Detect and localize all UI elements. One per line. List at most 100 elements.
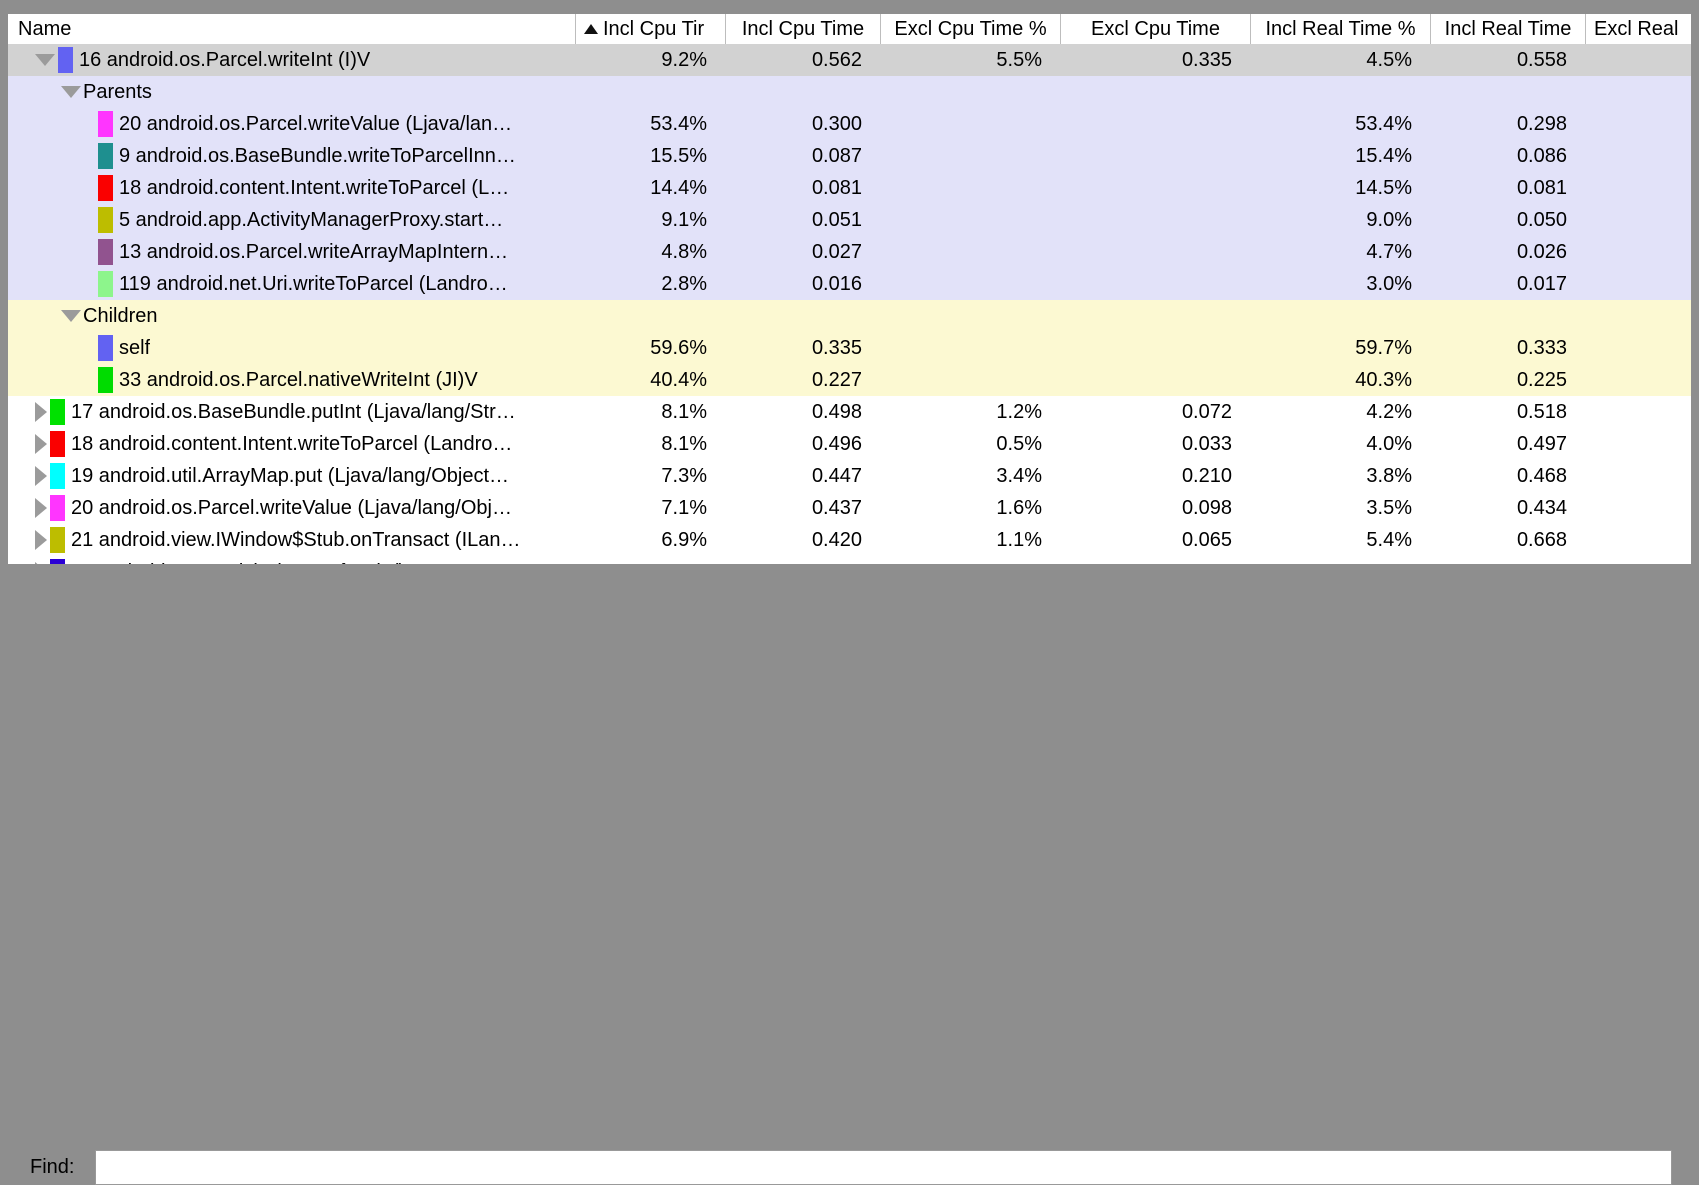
cell-incl-cpu-time: 0.447 xyxy=(811,464,862,487)
chevron-down-icon[interactable] xyxy=(61,86,81,98)
section-label: Parents xyxy=(83,80,152,103)
chevron-down-icon[interactable] xyxy=(35,54,55,66)
method-color-swatch xyxy=(98,367,113,393)
cell-incl-real-pct: 53.4% xyxy=(1355,112,1412,135)
table-row-child-self[interactable]: self 59.6% 0.335 59.7% 0.333 xyxy=(8,332,1691,364)
find-input[interactable] xyxy=(95,1150,1672,1185)
method-color-swatch xyxy=(98,335,113,361)
column-header-label: Excl Cpu Time % xyxy=(894,17,1047,40)
method-color-swatch xyxy=(50,431,65,457)
cell-incl-cpu-time: 0.335 xyxy=(811,336,862,359)
method-color-swatch xyxy=(50,559,65,564)
column-header-incl-cpu-time[interactable]: Incl Cpu Time xyxy=(725,14,880,44)
cell-excl-cpu-time: 0.335 xyxy=(1181,48,1232,71)
section-row-children[interactable]: Children xyxy=(8,300,1691,332)
chevron-right-icon[interactable] xyxy=(35,530,47,550)
cell-incl-real-pct: 5.0% xyxy=(1250,561,1430,565)
method-name: 33 android.os.Parcel.nativeWriteInt (JI)… xyxy=(119,368,478,391)
column-header-name[interactable]: Name xyxy=(8,14,575,44)
chevron-right-icon[interactable] xyxy=(35,562,47,564)
method-name: 119 android.net.Uri.writeToParcel (Landr… xyxy=(119,272,508,295)
find-bar: Find: xyxy=(0,564,1699,1185)
cell-incl-cpu-time: 0.227 xyxy=(811,368,862,391)
cell-incl-cpu-time: 0.051 xyxy=(811,208,862,231)
column-header-incl-real-time-pct[interactable]: Incl Real Time % xyxy=(1250,14,1430,44)
table-row-parent-method[interactable]: 20 android.os.Parcel.writeValue (Ljava/l… xyxy=(8,108,1691,140)
cell-incl-cpu-pct: 59.6% xyxy=(650,336,707,359)
cell-incl-cpu-time: 0.562 xyxy=(811,48,862,71)
table-row-parent-method[interactable]: 9 android.os.BaseBundle.writeToParcelInn… xyxy=(8,140,1691,172)
chevron-right-icon[interactable] xyxy=(35,434,47,454)
cell-incl-real-pct: 4.0% xyxy=(1366,432,1412,455)
table-row-parent-method[interactable]: 119 android.net.Uri.writeToParcel (Landr… xyxy=(8,268,1691,300)
cell-incl-real-time: 0.081 xyxy=(1516,176,1567,199)
method-name: 18 android.content.Intent.writeToParcel … xyxy=(119,176,510,199)
cell-incl-real-time: 0.225 xyxy=(1516,368,1567,391)
table-row-method-19[interactable]: 19 android.util.ArrayMap.put (Ljava/lang… xyxy=(8,460,1691,492)
section-row-parents[interactable]: Parents xyxy=(8,76,1691,108)
cell-incl-real-time: 0.518 xyxy=(1516,400,1567,423)
cell-excl-cpu-time: 0.033 xyxy=(1181,432,1232,455)
cell-incl-real-time: 0.558 xyxy=(1516,48,1567,71)
sort-ascending-triangle-icon xyxy=(584,24,598,34)
column-header-excl-cpu-time[interactable]: Excl Cpu Time xyxy=(1060,14,1250,44)
column-header-incl-real-time[interactable]: Incl Real Time xyxy=(1430,14,1585,44)
chevron-right-icon[interactable] xyxy=(35,498,47,518)
cell-excl-cpu-time: 0.012 xyxy=(1060,561,1250,565)
cell-incl-real-pct: 3.0% xyxy=(1366,272,1412,295)
cell-incl-cpu-pct: 7.1% xyxy=(661,496,707,519)
table-row-method-20[interactable]: 20 android.os.Parcel.writeValue (Ljava/l… xyxy=(8,492,1691,524)
method-color-swatch xyxy=(98,111,113,137)
cell-incl-real-pct: 3.8% xyxy=(1366,464,1412,487)
column-header-excl-cpu-time-pct[interactable]: Excl Cpu Time % xyxy=(880,14,1060,44)
cell-excl-cpu-pct: 0.2% xyxy=(880,561,1060,565)
cell-incl-cpu-pct: 15.5% xyxy=(650,144,707,167)
column-header-label: Excl Real xyxy=(1594,17,1679,40)
method-name: 22 android.app.Activity.isTopOfTask ()Z xyxy=(71,561,417,565)
cell-incl-real-time: 0.333 xyxy=(1516,336,1567,359)
cell-incl-cpu-time: 0.300 xyxy=(811,112,862,135)
profile-table: Name Incl Cpu Tir Incl Cpu Time Excl Cpu… xyxy=(8,14,1691,564)
traceview-profile-panel: { "theme": { "frame": "#8e8e8e", "header… xyxy=(0,14,1699,1185)
table-row-method-17[interactable]: 17 android.os.BaseBundle.putInt (Ljava/l… xyxy=(8,396,1691,428)
table-row-method-22[interactable]: 22 android.app.Activity.isTopOfTask ()Z … xyxy=(8,556,1691,564)
table-row-parent-method[interactable]: 18 android.content.Intent.writeToParcel … xyxy=(8,172,1691,204)
table-row-child-method[interactable]: 33 android.os.Parcel.nativeWriteInt (JI)… xyxy=(8,364,1691,396)
method-name: 17 android.os.BaseBundle.putInt (Ljava/l… xyxy=(71,400,516,423)
method-color-swatch xyxy=(98,207,113,233)
cell-incl-cpu-time: 0.420 xyxy=(811,528,862,551)
cell-excl-cpu-time: 0.065 xyxy=(1181,528,1232,551)
cell-incl-cpu-pct: 4.8% xyxy=(661,240,707,263)
cell-excl-cpu-pct: 1.2% xyxy=(996,400,1042,423)
column-header-label: Incl Real Time xyxy=(1444,17,1572,40)
column-header-label: Incl Cpu Time xyxy=(741,17,865,40)
chevron-right-icon[interactable] xyxy=(35,402,47,422)
cell-incl-real-pct: 4.5% xyxy=(1366,48,1412,71)
chevron-down-icon[interactable] xyxy=(61,310,81,322)
table-row-parent-method[interactable]: 13 android.os.Parcel.writeArrayMapIntern… xyxy=(8,236,1691,268)
column-header-excl-real-time[interactable]: Excl Real xyxy=(1585,14,1691,44)
method-name: 5 android.app.ActivityManagerProxy.start… xyxy=(119,208,504,231)
cell-incl-real-time: 0.497 xyxy=(1516,432,1567,455)
cell-incl-cpu-time: 0.081 xyxy=(811,176,862,199)
chevron-right-icon[interactable] xyxy=(35,466,47,486)
cell-incl-cpu-time: 0.016 xyxy=(811,272,862,295)
table-row-selected-method-16[interactable]: 16 android.os.Parcel.writeInt (I)V 9.2% … xyxy=(8,44,1691,76)
method-color-swatch xyxy=(58,47,73,73)
table-row-parent-method[interactable]: 5 android.app.ActivityManagerProxy.start… xyxy=(8,204,1691,236)
cell-incl-real-time: 0.086 xyxy=(1516,144,1567,167)
cell-excl-cpu-time: 0.072 xyxy=(1181,400,1232,423)
cell-incl-real-pct: 4.7% xyxy=(1366,240,1412,263)
method-color-swatch xyxy=(50,495,65,521)
cell-incl-real-pct: 15.4% xyxy=(1355,144,1412,167)
cell-incl-cpu-pct: 14.4% xyxy=(650,176,707,199)
method-color-swatch xyxy=(98,143,113,169)
table-row-method-21[interactable]: 21 android.view.IWindow$Stub.onTransact … xyxy=(8,524,1691,556)
section-label: Children xyxy=(83,304,158,327)
cell-incl-real-pct: 14.5% xyxy=(1355,176,1412,199)
cell-incl-cpu-pct: 6.7% xyxy=(575,561,725,565)
cell-incl-cpu-time: 0.437 xyxy=(811,496,862,519)
cell-incl-cpu-pct: 9.1% xyxy=(661,208,707,231)
table-row-method-18[interactable]: 18 android.content.Intent.writeToParcel … xyxy=(8,428,1691,460)
column-header-incl-cpu-time-pct[interactable]: Incl Cpu Tir xyxy=(575,14,725,44)
